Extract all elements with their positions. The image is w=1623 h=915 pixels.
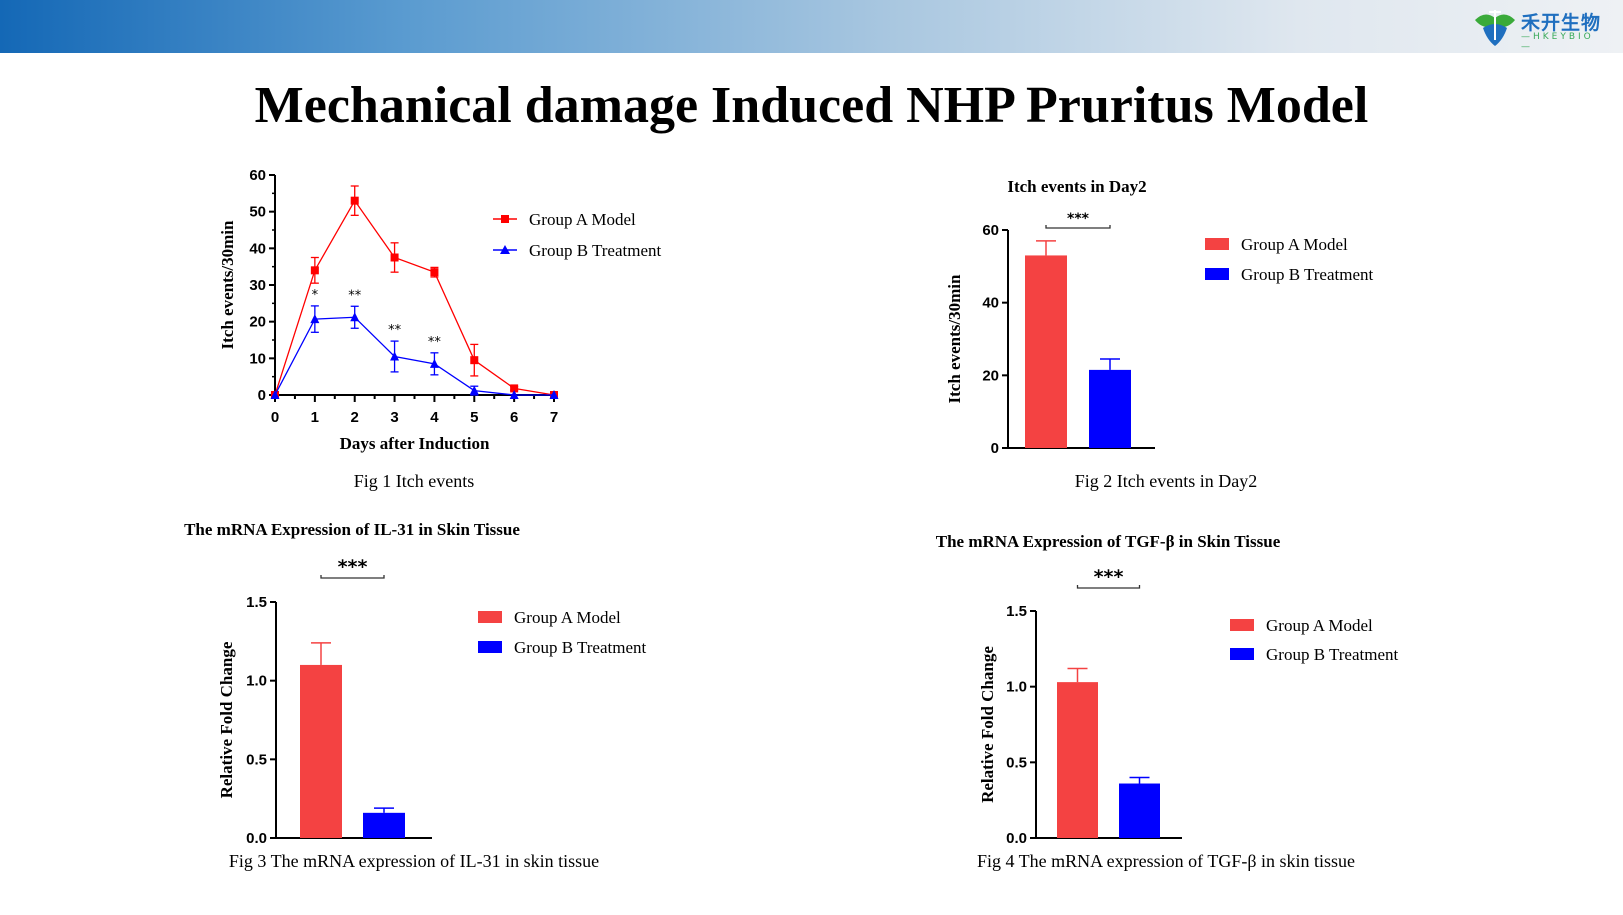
bar-group-a bbox=[300, 664, 342, 838]
x-tick-label: 1 bbox=[311, 409, 319, 426]
significance-bracket bbox=[1076, 585, 1141, 589]
legend-swatch-a bbox=[1205, 238, 1229, 250]
fig2-caption: Fig 2 Itch events in Day2 bbox=[1074, 471, 1258, 491]
chart-title: Itch events in Day2 bbox=[1007, 177, 1146, 196]
y-tick-label: 60 bbox=[249, 167, 266, 184]
x-tick-label: 6 bbox=[510, 409, 518, 426]
bar-group-a bbox=[1025, 255, 1067, 448]
y-axis-label: Relative Fold Change bbox=[978, 646, 997, 803]
x-tick-label: 0 bbox=[271, 409, 279, 426]
y-tick-label: 0.5 bbox=[246, 751, 267, 768]
significance-stars: *** bbox=[1094, 566, 1124, 588]
y-tick-label: 1.5 bbox=[1006, 603, 1027, 620]
y-tick-label: 1.0 bbox=[1006, 679, 1027, 696]
chart-title: The mRNA Expression of IL-31 in Skin Tis… bbox=[184, 520, 520, 539]
y-tick-label: 40 bbox=[249, 240, 266, 257]
legend-label-b: Group B Treatment bbox=[529, 241, 662, 260]
x-tick-label: 2 bbox=[351, 409, 359, 426]
x-axis-label: Days after Induction bbox=[340, 434, 490, 453]
bar-group-b bbox=[1089, 369, 1131, 448]
y-tick-label: 50 bbox=[249, 204, 266, 221]
y-axis-label: Itch events/30min bbox=[218, 220, 237, 349]
fig1-caption: Fig 1 Itch events bbox=[353, 471, 475, 491]
significance-bracket bbox=[1045, 225, 1111, 229]
y-axis-label: Itch events/30min bbox=[945, 274, 964, 403]
significance-stars: *** bbox=[338, 556, 368, 578]
data-point-triangle bbox=[429, 358, 439, 368]
legend-square-marker-icon bbox=[501, 215, 509, 223]
x-tick-label: 7 bbox=[550, 409, 558, 426]
legend-swatch-b bbox=[478, 641, 502, 653]
legend-label-a: Group A Model bbox=[1266, 616, 1373, 635]
fig3-caption: Fig 3 The mRNA expression of IL-31 in sk… bbox=[228, 851, 600, 871]
significance-marker: ** bbox=[388, 323, 402, 338]
y-tick-label: 1.0 bbox=[246, 673, 267, 690]
leaf-logo-icon bbox=[1475, 10, 1515, 46]
x-tick-label: 3 bbox=[390, 409, 398, 426]
y-tick-label: 20 bbox=[982, 367, 999, 384]
series-line-a bbox=[274, 199, 555, 396]
x-tick-label: 4 bbox=[430, 409, 439, 426]
data-point-square bbox=[430, 268, 439, 277]
data-point-triangle bbox=[509, 390, 519, 399]
significance-stars: *** bbox=[1067, 211, 1090, 227]
header-bar: 禾开生物 —HKEYBIO— bbox=[0, 0, 1623, 53]
y-tick-label: 60 bbox=[982, 222, 999, 239]
data-point-triangle bbox=[549, 390, 559, 399]
legend-label-a: Group A Model bbox=[529, 210, 636, 229]
chart-title: The mRNA Expression of TGF-β in Skin Tis… bbox=[936, 532, 1281, 551]
x-tick-label: 5 bbox=[470, 409, 478, 426]
data-point-square bbox=[470, 356, 479, 365]
data-point-square bbox=[310, 266, 319, 275]
fig4-caption: Fig 4 The mRNA expression of TGF-β in sk… bbox=[977, 851, 1355, 871]
legend-label-b: Group B Treatment bbox=[1266, 645, 1399, 664]
legend-swatch-a bbox=[1230, 619, 1254, 631]
company-logo: 禾开生物 —HKEYBIO— bbox=[1473, 6, 1603, 52]
legend-label-a: Group A Model bbox=[514, 608, 621, 627]
logo-chinese-text: 禾开生物 bbox=[1521, 12, 1602, 34]
y-tick-label: 0.5 bbox=[1006, 754, 1027, 771]
legend-label-a: Group A Model bbox=[1241, 235, 1348, 254]
y-tick-label: 0 bbox=[258, 387, 266, 404]
bar-group-b bbox=[1119, 783, 1160, 838]
y-tick-label: 40 bbox=[982, 295, 999, 312]
y-axis-label: Relative Fold Change bbox=[217, 641, 236, 798]
data-point-triangle bbox=[350, 312, 360, 322]
y-tick-label: 30 bbox=[249, 277, 266, 294]
data-point-square bbox=[350, 196, 359, 205]
data-point-square bbox=[510, 384, 519, 393]
y-tick-label: 1.5 bbox=[246, 594, 267, 611]
legend-swatch-b bbox=[1205, 268, 1229, 280]
bar-group-b bbox=[363, 812, 405, 838]
y-tick-label: 0.0 bbox=[1006, 830, 1027, 847]
legend-swatch-b bbox=[1230, 648, 1254, 660]
y-tick-label: 0 bbox=[991, 440, 999, 457]
page-title: Mechanical damage Induced NHP Pruritus M… bbox=[254, 77, 1369, 134]
data-point-triangle bbox=[310, 314, 320, 324]
data-point-square bbox=[390, 253, 399, 262]
data-point-triangle bbox=[469, 385, 479, 395]
legend-label-b: Group B Treatment bbox=[514, 638, 647, 657]
significance-marker: ** bbox=[348, 288, 362, 303]
series-line-b bbox=[274, 316, 554, 396]
data-point-triangle bbox=[270, 390, 280, 399]
legend-label-b: Group B Treatment bbox=[1241, 265, 1374, 284]
significance-marker: * bbox=[312, 288, 319, 303]
legend-triangle-marker-icon bbox=[500, 245, 510, 254]
legend-swatch-a bbox=[478, 611, 502, 623]
significance-bracket bbox=[320, 575, 385, 579]
data-point-triangle bbox=[390, 351, 400, 361]
y-tick-label: 0.0 bbox=[246, 830, 267, 847]
logo-english-text: —HKEYBIO— bbox=[1521, 32, 1594, 52]
significance-marker: ** bbox=[428, 335, 442, 350]
y-tick-label: 10 bbox=[249, 350, 266, 367]
bar-group-a bbox=[1057, 682, 1098, 838]
y-tick-label: 20 bbox=[249, 314, 266, 331]
